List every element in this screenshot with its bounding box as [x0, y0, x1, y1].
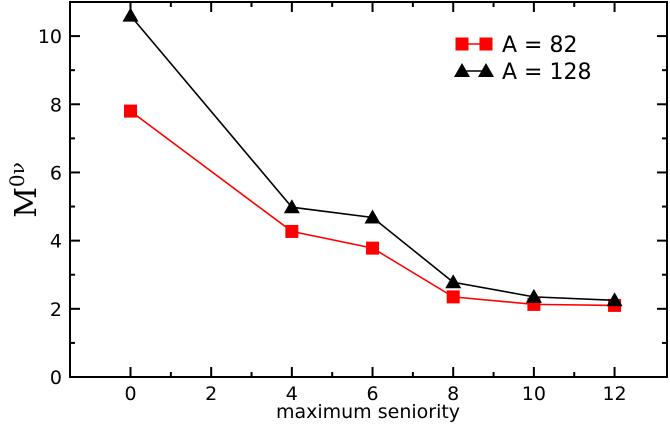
- data-point: [283, 199, 300, 214]
- data-point: [364, 209, 381, 224]
- x-axis-label: maximum seniority: [276, 401, 460, 423]
- y-tick-label: 10: [38, 26, 62, 48]
- legend-item: A = 82: [455, 33, 577, 58]
- y-tick-label: 0: [50, 367, 62, 389]
- series-a128: [122, 7, 623, 307]
- data-point: [606, 292, 623, 307]
- data-point: [525, 288, 542, 303]
- legend: A = 82A = 128: [454, 33, 591, 85]
- x-tick-label: 6: [366, 383, 378, 405]
- data-point: [446, 290, 460, 304]
- data-point: [122, 7, 139, 22]
- svg-text:M0ν: M0ν: [5, 162, 44, 218]
- y-axis-label-superscript: 0ν: [5, 162, 29, 187]
- legend-marker-right: [479, 37, 493, 51]
- y-axis-label-main: M: [9, 187, 44, 218]
- series-line: [130, 110, 615, 307]
- axis-ticks: 0 2 4 6 8 10 12 0 2 4 6 8 10: [38, 1, 667, 405]
- series-layer: [122, 7, 623, 312]
- y-tick-label: 4: [50, 231, 62, 253]
- series-line: [129, 15, 615, 302]
- x-tick-label: 12: [602, 383, 626, 405]
- legend-label: A = 128: [502, 60, 591, 85]
- legend-marker-left: [454, 63, 470, 77]
- y-tick-label: 2: [50, 299, 62, 321]
- data-point: [124, 104, 138, 118]
- x-tick-label: 0: [124, 383, 136, 405]
- plot-frame: [69, 1, 668, 378]
- x-tick-label: 10: [522, 383, 546, 405]
- legend-marker-left: [455, 37, 469, 51]
- legend-label: A = 82: [502, 33, 577, 58]
- data-point: [445, 274, 462, 289]
- x-tick-label: 8: [447, 383, 459, 405]
- data-point: [285, 224, 299, 238]
- data-point: [366, 241, 380, 255]
- legend-marker-right: [478, 63, 494, 77]
- series-a82: [124, 104, 622, 312]
- legend-item: A = 128: [454, 60, 591, 85]
- y-axis-label: M0ν: [5, 162, 44, 218]
- x-tick-label: 2: [205, 383, 217, 405]
- x-tick-label: 4: [286, 383, 298, 405]
- y-tick-label: 8: [50, 94, 62, 116]
- y-tick-label: 6: [50, 162, 62, 184]
